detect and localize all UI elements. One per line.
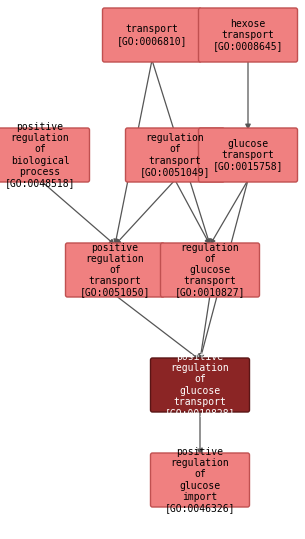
Text: positive
regulation
of
biological
process
[GO:0048518]: positive regulation of biological proces… <box>5 122 75 188</box>
FancyBboxPatch shape <box>199 128 297 182</box>
FancyBboxPatch shape <box>160 243 260 297</box>
Text: hexose
transport
[GO:0008645]: hexose transport [GO:0008645] <box>213 19 283 51</box>
FancyBboxPatch shape <box>125 128 224 182</box>
FancyBboxPatch shape <box>150 358 249 412</box>
Text: positive
regulation
of
glucose
transport
[GO:0010828]: positive regulation of glucose transport… <box>165 352 235 418</box>
FancyBboxPatch shape <box>102 8 202 62</box>
Text: regulation
of
glucose
transport
[GO:0010827]: regulation of glucose transport [GO:0010… <box>175 243 245 298</box>
FancyBboxPatch shape <box>199 8 297 62</box>
Text: transport
[GO:0006810]: transport [GO:0006810] <box>117 24 187 46</box>
FancyBboxPatch shape <box>150 453 249 507</box>
Text: glucose
transport
[GO:0015758]: glucose transport [GO:0015758] <box>213 139 283 171</box>
FancyBboxPatch shape <box>66 243 164 297</box>
Text: positive
regulation
of
transport
[GO:0051050]: positive regulation of transport [GO:005… <box>80 243 150 298</box>
FancyBboxPatch shape <box>0 128 89 182</box>
Text: regulation
of
transport
[GO:0051049]: regulation of transport [GO:0051049] <box>140 133 210 177</box>
Text: positive
regulation
of
glucose
import
[GO:0046326]: positive regulation of glucose import [G… <box>165 447 235 513</box>
